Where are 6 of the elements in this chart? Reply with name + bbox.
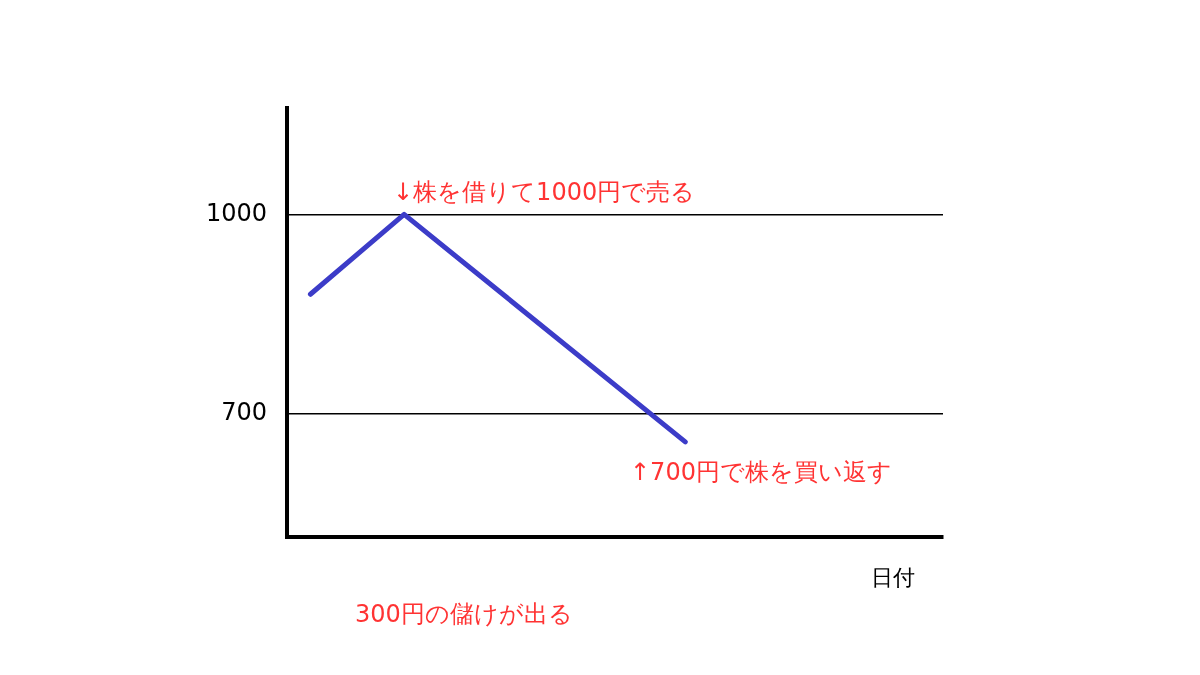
text: 300円の儲けが出る	[355, 600, 573, 628]
annotation: ↓株を借りて1000円で売る	[393, 178, 696, 206]
annotation: ↑700円で株を買い返す	[630, 458, 892, 486]
y-tick-label: 1000	[205, 198, 267, 227]
y-tick-label: 700	[221, 398, 267, 427]
x-axis-title: 日付	[871, 565, 915, 590]
